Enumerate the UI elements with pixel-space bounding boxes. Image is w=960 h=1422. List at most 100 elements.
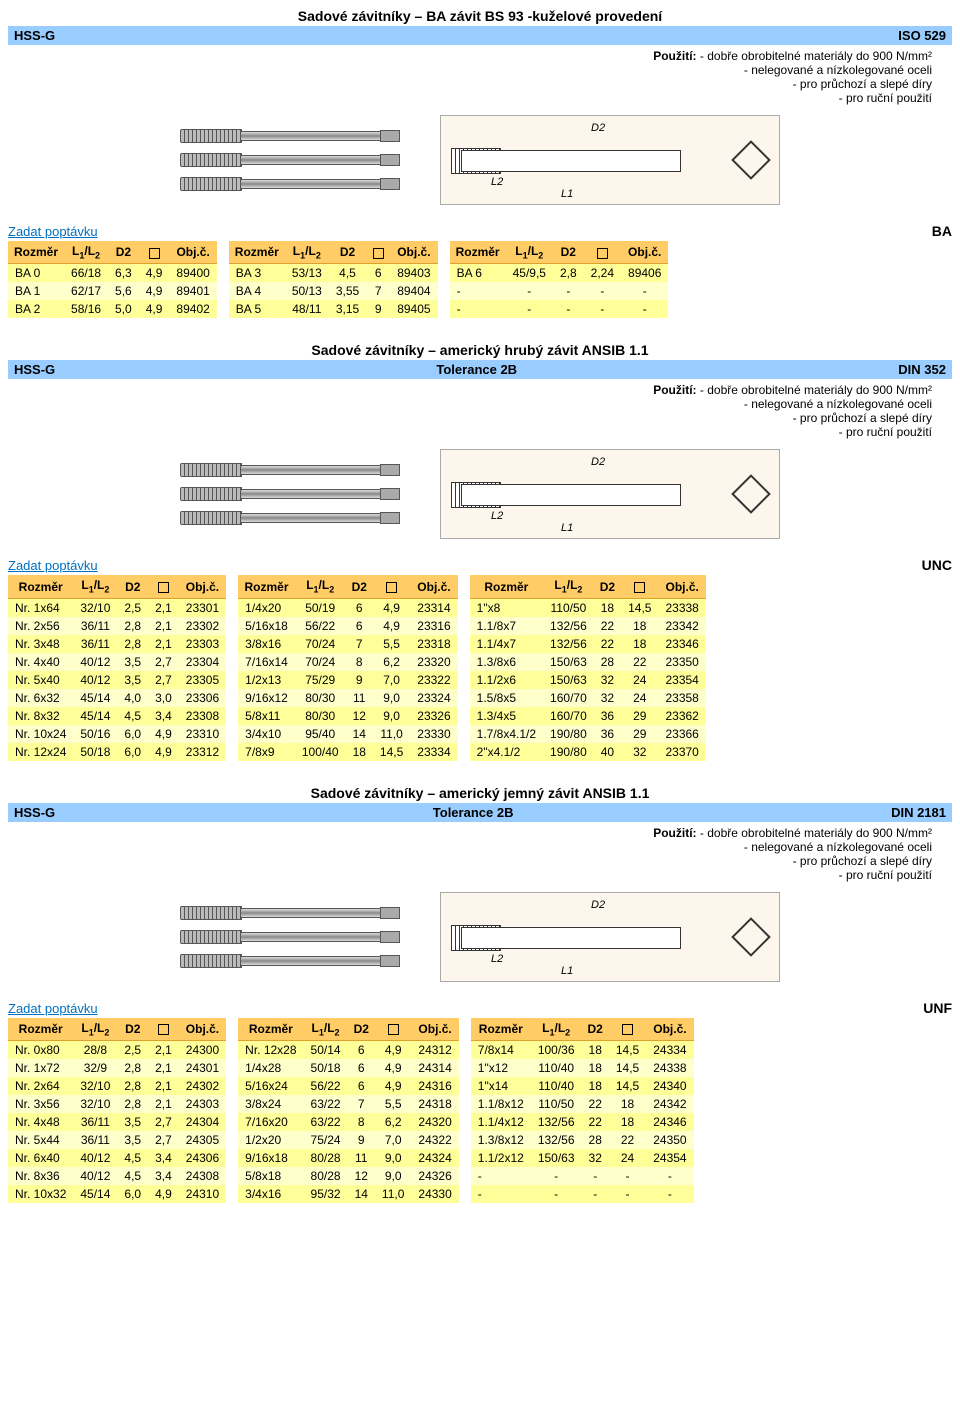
cell-d2: 22 — [582, 1095, 609, 1113]
cell-l1l2: 80/30 — [295, 707, 346, 725]
col-obj: Obj.č. — [410, 575, 457, 598]
table-row: 1.1/2x12150/63322424354 — [471, 1149, 694, 1167]
cell-dim: 7/16x14 — [238, 653, 295, 671]
usage: Použití: - dobře obrobitelné materiály d… — [8, 826, 952, 882]
table-row: BA 353/134,5689403 — [229, 264, 438, 283]
col-l1l2: L1/L2 — [64, 241, 108, 264]
cell-dim: BA 0 — [8, 264, 64, 283]
table-row: 7/16x1470/2486,223320 — [238, 653, 458, 671]
cell-sq: 9,0 — [375, 1167, 411, 1185]
usage-line: - pro průchozí a slepé díry — [8, 411, 952, 425]
square-icon — [388, 1024, 399, 1035]
table-row: 5/8x1880/28129,024326 — [238, 1167, 459, 1185]
cell-sq: - — [584, 300, 621, 318]
table-row: 1/2x1375/2997,023322 — [238, 671, 458, 689]
cell-d2: - — [553, 282, 584, 300]
table-row: Nr. 6x4040/124,53,424306 — [8, 1149, 226, 1167]
cell-dim: 3/8x24 — [238, 1095, 303, 1113]
cell-l1l2: 150/63 — [543, 653, 594, 671]
cell-sq: 9,0 — [373, 689, 410, 707]
tap-icon — [180, 509, 400, 527]
table-row: 1.3/8x12132/56282224350 — [471, 1131, 694, 1149]
cell-obj: 24303 — [179, 1095, 226, 1113]
cell-sq: - — [609, 1185, 646, 1203]
cell-l1l2: 132/56 — [531, 1113, 582, 1131]
cell-d2: 14 — [348, 1185, 375, 1203]
cell-dim: Nr. 10x24 — [8, 725, 73, 743]
table-row: Nr. 3x4836/112,82,123303 — [8, 635, 226, 653]
cell-d2: 2,8 — [553, 264, 584, 283]
cell-l1l2: 32/10 — [73, 1095, 117, 1113]
cell-dim: Nr. 0x80 — [8, 1041, 73, 1060]
cell-l1l2: 36/11 — [73, 617, 117, 635]
cell-obj: 24324 — [411, 1149, 458, 1167]
tap-stack — [180, 904, 400, 970]
cell-sq: 2,7 — [148, 1113, 179, 1131]
table-row: Nr. 10x3245/146,04,924310 — [8, 1185, 226, 1203]
header-bar: HSS-GISO 529 — [8, 26, 952, 45]
cell-d2: 28 — [594, 653, 621, 671]
cell-l1l2: 80/28 — [304, 1167, 348, 1185]
cell-obj: 89403 — [390, 264, 437, 283]
inquiry-link[interactable]: Zadat poptávku — [8, 558, 98, 573]
cell-l1l2: 110/50 — [531, 1095, 582, 1113]
cell-obj: 24308 — [179, 1167, 226, 1185]
cell-d2: 11 — [346, 689, 373, 707]
cell-l1l2: 75/24 — [304, 1131, 348, 1149]
col-obj: Obj.č. — [179, 575, 226, 598]
diagram-l1-label: L1 — [561, 188, 573, 200]
table-row: Nr. 3x5632/102,82,124303 — [8, 1095, 226, 1113]
cell-obj: 89405 — [390, 300, 437, 318]
col-checkbox — [373, 575, 410, 598]
cell-obj: 23342 — [658, 617, 705, 635]
data-table: RozměrL1/L2D2Obj.č.BA 645/9,52,82,248940… — [450, 241, 669, 318]
cell-dim: 1.1/4x7 — [470, 635, 543, 653]
cell-sq: 18 — [609, 1113, 646, 1131]
inquiry-link[interactable]: Zadat poptávku — [8, 224, 98, 239]
usage-line: - pro ruční použití — [8, 868, 952, 882]
cell-d2: 8 — [348, 1113, 375, 1131]
cell-obj: 24346 — [646, 1113, 693, 1131]
cell-l1l2: 45/14 — [73, 707, 117, 725]
cell-l1l2: 58/16 — [64, 300, 108, 318]
cell-sq: 2,1 — [148, 1059, 179, 1077]
cell-obj: 89404 — [390, 282, 437, 300]
cell-sq: 32 — [621, 743, 658, 761]
col-d2: D2 — [329, 241, 366, 264]
cell-d2: 7 — [346, 635, 373, 653]
table-row: Nr. 5x4436/113,52,724305 — [8, 1131, 226, 1149]
table-row: Nr. 10x2450/166,04,923310 — [8, 725, 226, 743]
diagram-d2-label: D2 — [591, 122, 605, 134]
col-l1l2: L1/L2 — [543, 575, 594, 598]
cell-obj: - — [621, 300, 668, 318]
header-right: DIN 2181 — [891, 805, 946, 820]
cell-l1l2: 45/14 — [73, 1185, 117, 1203]
col-d2: D2 — [117, 575, 148, 598]
cell-l1l2: 32/9 — [73, 1059, 117, 1077]
col-l1l2: L1/L2 — [73, 1018, 117, 1041]
cell-d2: 6 — [346, 617, 373, 635]
table-row: Nr. 12x2450/186,04,923312 — [8, 743, 226, 761]
cell-dim: 7/8x14 — [471, 1041, 531, 1060]
tap-icon — [180, 127, 400, 145]
cell-sq: 4,9 — [373, 617, 410, 635]
section-title: Sadové závitníky – americký jemný závit … — [8, 785, 952, 801]
cell-obj: 24318 — [411, 1095, 458, 1113]
cell-dim: Nr. 12x24 — [8, 743, 73, 761]
cell-dim: Nr. 4x48 — [8, 1113, 73, 1131]
cell-sq: 4,9 — [375, 1077, 411, 1095]
inquiry-link[interactable]: Zadat poptávku — [8, 1001, 98, 1016]
col-dim: Rozměr — [238, 575, 295, 598]
col-checkbox — [148, 575, 179, 598]
table-row: 1"x8110/501814,523338 — [470, 598, 706, 617]
cell-dim: 1.3/4x5 — [470, 707, 543, 725]
cell-d2: 5,0 — [108, 300, 139, 318]
cell-l1l2: 40/12 — [73, 671, 117, 689]
cell-l1l2: 50/18 — [304, 1059, 348, 1077]
cell-dim: - — [450, 282, 506, 300]
table-row: 2"x4.1/2190/80403223370 — [470, 743, 706, 761]
col-obj: Obj.č. — [646, 1018, 693, 1041]
cell-dim: Nr. 8x36 — [8, 1167, 73, 1185]
cell-sq: 2,1 — [148, 1077, 179, 1095]
cell-dim: 3/4x16 — [238, 1185, 303, 1203]
